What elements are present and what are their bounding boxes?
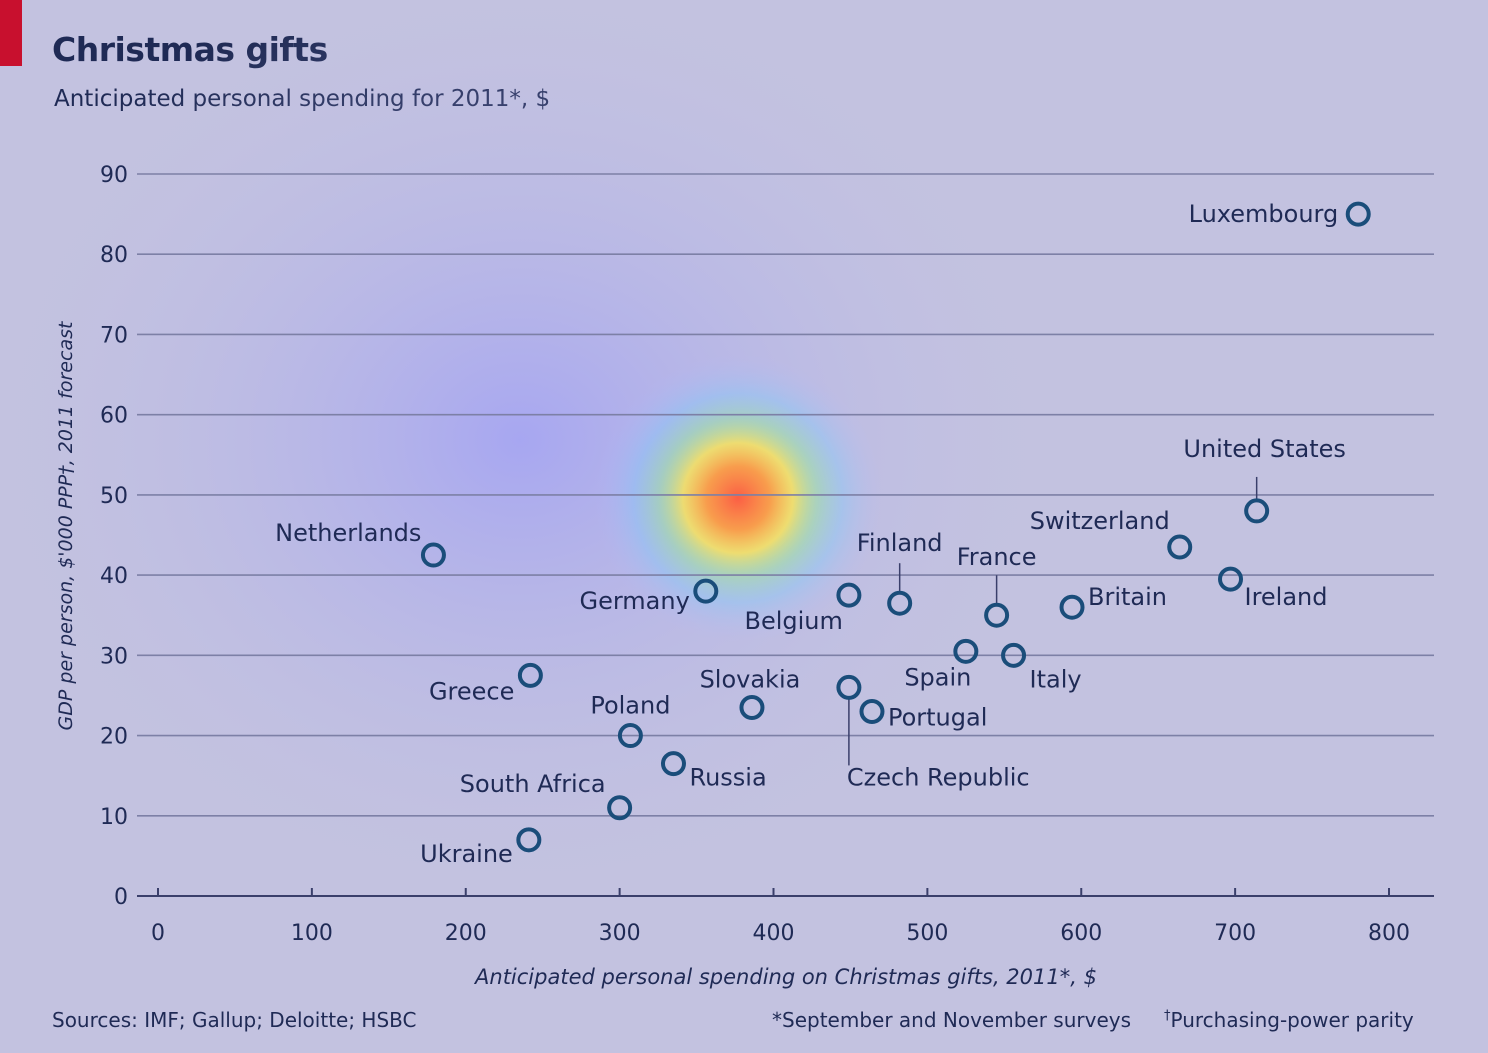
point-france <box>984 602 1010 628</box>
survey-footnote: *September and November surveys <box>772 1008 1132 1032</box>
ppp-footnote: †Purchasing-power parity <box>1164 1008 1414 1032</box>
x-tick-label: 200 <box>445 921 487 946</box>
y-tick-label: 10 <box>100 805 128 830</box>
x-axis-label: Anticipated personal spending on Christm… <box>473 965 1097 989</box>
point-poland <box>617 723 643 749</box>
label-ukraine: Ukraine <box>420 840 513 868</box>
label-poland: Poland <box>590 692 670 720</box>
point-italy <box>1001 642 1027 668</box>
label-germany: Germany <box>579 587 689 615</box>
point-russia <box>660 751 686 777</box>
label-netherlands: Netherlands <box>275 519 421 547</box>
x-tick-label: 700 <box>1214 921 1256 946</box>
point-united-states <box>1244 498 1270 524</box>
label-greece: Greece <box>429 677 514 705</box>
point-germany <box>693 578 719 604</box>
label-britain: Britain <box>1088 583 1167 611</box>
point-finland <box>887 590 913 616</box>
ppp-footnote-text: Purchasing-power parity <box>1170 1008 1414 1032</box>
point-ukraine <box>516 827 542 853</box>
point-south-africa <box>607 795 633 821</box>
y-tick-label: 20 <box>100 725 128 750</box>
label-france: France <box>957 543 1037 571</box>
x-tick-label: 500 <box>906 921 948 946</box>
label-ireland: Ireland <box>1245 583 1328 611</box>
point-ireland <box>1218 566 1244 592</box>
accent-bar <box>0 0 22 66</box>
label-united-states: United States <box>1183 435 1346 463</box>
point-belgium <box>836 582 862 608</box>
y-tick-label: 40 <box>100 564 128 589</box>
label-luxembourg: Luxembourg <box>1189 200 1339 228</box>
label-slovakia: Slovakia <box>700 665 801 693</box>
y-tick-label: 60 <box>100 404 128 429</box>
point-spain <box>953 638 979 664</box>
label-finland: Finland <box>857 529 943 557</box>
point-czech-republic <box>836 674 862 700</box>
x-tick-label: 400 <box>753 921 795 946</box>
x-tick-label: 0 <box>151 921 165 946</box>
x-tick-label: 300 <box>599 921 641 946</box>
x-tick-label: 100 <box>291 921 333 946</box>
point-switzerland <box>1167 534 1193 560</box>
sources-note: Sources: IMF; Gallup; Deloitte; HSBC <box>52 1008 417 1032</box>
point-labels: Luxembourg United States Netherlands Switze… <box>275 200 1346 868</box>
label-portugal: Portugal <box>888 703 987 731</box>
scatter-chart: 0 10 20 30 40 50 60 70 80 90 0 100 200 300 400 500 600 70… <box>0 0 1434 989</box>
heatmap-overlay <box>0 0 1080 920</box>
y-tick-label: 80 <box>100 243 128 268</box>
y-tick-label: 0 <box>114 885 128 910</box>
label-belgium: Belgium <box>745 607 843 635</box>
point-netherlands <box>420 542 446 568</box>
label-italy: Italy <box>1030 665 1082 693</box>
y-tick-label: 50 <box>100 484 128 509</box>
axes: 0 10 20 30 40 50 60 70 80 90 0 100 200 300 400 500 600 70… <box>100 163 1410 946</box>
x-tick-label: 800 <box>1368 921 1410 946</box>
data-points <box>420 201 1371 853</box>
point-slovakia <box>739 694 765 720</box>
x-tick-label: 600 <box>1060 921 1102 946</box>
leader-lines <box>848 476 1258 766</box>
dagger-mark: † <box>1164 1008 1171 1024</box>
point-greece <box>517 662 543 688</box>
y-tick-label: 70 <box>100 323 128 348</box>
label-czech-republic: Czech Republic <box>847 763 1030 791</box>
label-russia: Russia <box>689 764 766 792</box>
point-britain <box>1059 594 1085 620</box>
label-spain: Spain <box>904 663 971 691</box>
y-tick-label: 30 <box>100 644 128 669</box>
point-portugal <box>859 698 885 724</box>
label-switzerland: Switzerland <box>1030 507 1170 535</box>
gridlines <box>137 173 1434 897</box>
label-south-africa: South Africa <box>460 770 606 798</box>
point-luxembourg <box>1345 201 1371 227</box>
y-axis-label: GDP per person, $'000 PPP†, 2011 forecas… <box>55 320 77 730</box>
y-tick-label: 90 <box>100 163 128 188</box>
